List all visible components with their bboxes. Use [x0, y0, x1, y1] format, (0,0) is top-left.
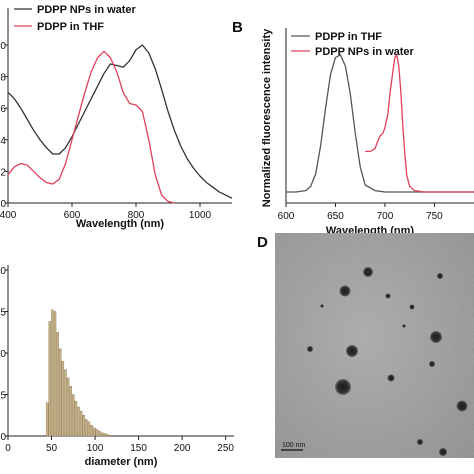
nanoparticle: [437, 273, 443, 279]
panel-d-label: D: [257, 234, 268, 251]
histogram-bar: [51, 309, 54, 437]
histogram-bar: [56, 332, 59, 437]
histogram-bar: [106, 434, 109, 437]
histogram-bar: [48, 321, 52, 437]
panel-b-label: B: [232, 19, 243, 36]
nanoparticle: [456, 400, 468, 412]
series-line-pdpp-thf: [286, 54, 474, 193]
histogram-bar: [79, 410, 83, 437]
panel-a-series: [7, 44, 233, 204]
panel-c-xtick-label: 0: [5, 443, 11, 454]
histogram-bar: [98, 430, 101, 437]
nanoparticle: [385, 293, 391, 299]
panel-c-size-histogram: 0 50 100 150 200 250 0 5 10 15 20 diameter (nm): [0, 265, 234, 468]
panel-a-ytick-label: .2: [0, 167, 6, 178]
legend-a-label-water: PDPP NPs in water: [37, 4, 137, 16]
nanoparticle: [430, 331, 442, 343]
panel-a-absorption-chart: 400 600 800 1000 0 .2 .4 .6 .8 1.0 Wavelength (nm…: [0, 4, 233, 230]
histogram-bar: [74, 400, 78, 437]
panel-c-xtick-label: 200: [174, 443, 191, 454]
panel-a-xlabel: Wavelength (nm): [76, 218, 165, 230]
histogram-bar: [61, 361, 65, 437]
histogram-bar: [90, 425, 93, 437]
panel-a-ytick-label: .8: [0, 73, 6, 84]
panel-c-bars: [45, 309, 112, 437]
panel-b-xtick-label: 600: [278, 211, 295, 222]
histogram-bar: [53, 311, 57, 437]
histogram-bar: [87, 421, 91, 437]
panel-c-ytick-label: 0: [0, 432, 6, 443]
legend-b-label-water: PDPP NPs in water: [315, 46, 415, 58]
nanoparticle: [335, 379, 351, 395]
panel-c-xtick-label: 100: [87, 443, 104, 454]
panel-c-ytick-label: 5: [0, 391, 6, 402]
histogram-bar: [92, 427, 96, 437]
panel-c-ytick-label: 20: [0, 266, 6, 277]
histogram-bar: [69, 386, 72, 437]
histogram-bar: [95, 429, 99, 437]
panel-b-xtick-label: 700: [377, 211, 394, 222]
nanoparticle: [320, 304, 324, 308]
nanoparticle: [439, 448, 447, 456]
panel-b-fluorescence-chart: B 600 650 700 750 Wavelength (nm) Normalize…: [232, 19, 474, 237]
panel-c-axes: [7, 265, 234, 437]
panel-c-xtick-label: 50: [46, 443, 58, 454]
panel-b-xtick-label: 650: [327, 211, 344, 222]
panel-a-ytick-label: .4: [0, 136, 6, 147]
panel-a-ytick-label: 1.0: [0, 41, 6, 52]
panel-a-ytick-label: 0: [0, 199, 6, 210]
panel-a-ticks: 400 600 800 1000 0 .2 .4 .6 .8 1.0: [0, 41, 212, 221]
nanoparticle: [339, 285, 351, 297]
nanoparticle: [402, 324, 406, 328]
nanoparticle: [363, 267, 373, 277]
nanoparticle: [307, 346, 313, 352]
histogram-bar: [45, 402, 49, 437]
histogram-bar: [64, 369, 67, 437]
panel-b-xtick-label: 750: [426, 211, 443, 222]
tem-nanoparticles: [307, 267, 468, 456]
nanoparticle: [387, 374, 395, 382]
panel-c-xlabel: diameter (nm): [85, 456, 158, 468]
panel-a-xtick-label: 1000: [189, 210, 212, 221]
histogram-bar: [72, 394, 75, 437]
panel-c-xtick-label: 250: [217, 443, 234, 454]
histogram-bar: [108, 434, 112, 437]
tem-grain: [275, 233, 474, 458]
legend-a-label-thf: PDPP in THF: [37, 21, 104, 33]
panel-c-xtick-label: 150: [130, 443, 147, 454]
panel-a-xtick-label: 600: [64, 210, 81, 221]
histogram-bar: [66, 377, 70, 437]
histogram-bar: [100, 432, 104, 437]
panel-c-ytick-label: 15: [0, 308, 6, 319]
nanoparticle: [346, 345, 358, 357]
panel-a-xtick-label: 800: [128, 210, 145, 221]
nanoparticle: [417, 439, 423, 445]
histogram-bar: [103, 433, 106, 437]
panel-d-tem-image: D: [257, 233, 474, 458]
legend-b-label-thf: PDPP in THF: [315, 31, 382, 43]
histogram-bar: [82, 415, 85, 437]
nanoparticle: [429, 361, 435, 367]
series-line-pdpp-nps-water: [365, 54, 474, 193]
panel-b-ticks: 600 650 700 750: [278, 203, 443, 222]
panel-c-ticks: 0 50 100 150 200 250 0 5 10 15 20: [0, 266, 234, 454]
panel-a-xtick-label: 400: [0, 210, 17, 221]
panel-a-ytick-label: .6: [0, 104, 6, 115]
histogram-bar: [77, 406, 80, 437]
nanoparticle: [409, 304, 415, 310]
histogram-bar: [85, 419, 88, 437]
panel-c-ytick-label: 10: [0, 349, 6, 360]
histogram-bar: [58, 348, 62, 437]
series-line-pdpp-thf: [7, 50, 175, 204]
panel-b-ylabel: Normalized fluorescence intensity: [261, 28, 273, 207]
panel-b-series: [286, 54, 474, 193]
series-line-pdpp-nps-water: [7, 44, 233, 199]
scale-bar-label: 100 nm: [282, 442, 306, 449]
